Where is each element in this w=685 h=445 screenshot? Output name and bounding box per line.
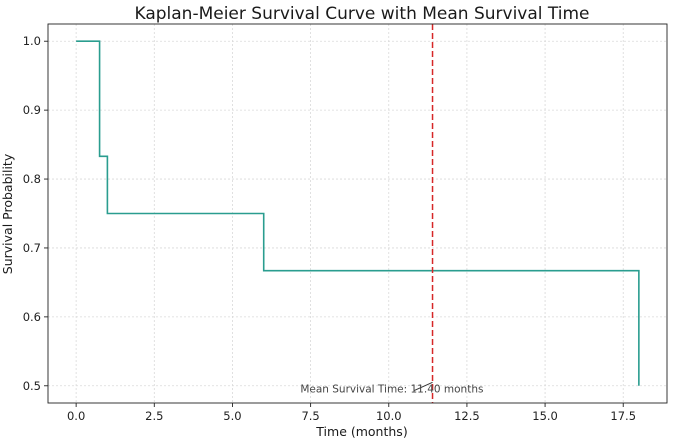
tick-layer: 0.0 2.5 5.0 7.5 10.0 12.5 15.0 17.5 0.5 0.6 0.7 0.8…	[23, 34, 636, 423]
y-tick-label: 1.0	[23, 34, 41, 48]
x-tick-label: 15.0	[532, 409, 558, 423]
x-tick-label: 17.5	[610, 409, 636, 423]
y-tick-label: 0.7	[23, 241, 41, 255]
chart-title: Kaplan-Meier Survival Curve with Mean Su…	[134, 4, 589, 24]
y-tick-label: 0.8	[23, 172, 41, 186]
x-axis-label: Time (months)	[315, 424, 407, 439]
x-tick-label: 7.5	[301, 409, 319, 423]
x-tick-label: 5.0	[223, 409, 241, 423]
x-tick-label: 10.0	[376, 409, 402, 423]
y-axis-label: Survival Probability	[0, 153, 15, 274]
survival-curve-line	[76, 40, 640, 386]
y-tick-label: 0.9	[23, 103, 41, 117]
annotation-layer: Mean Survival Time: 11.40 months	[300, 381, 483, 396]
x-tick-label: 12.5	[454, 409, 480, 423]
plot-frame	[47, 23, 668, 404]
y-tick-label: 0.6	[23, 310, 41, 324]
frame-layer	[47, 23, 668, 404]
data-layer	[76, 24, 640, 403]
mean-survival-annotation: Mean Survival Time: 11.40 months	[300, 384, 483, 396]
x-tick-label: 0.0	[67, 409, 85, 423]
y-tick-label: 0.5	[23, 379, 41, 393]
annotation-arrow	[413, 381, 433, 392]
x-tick-label: 2.5	[145, 409, 163, 423]
